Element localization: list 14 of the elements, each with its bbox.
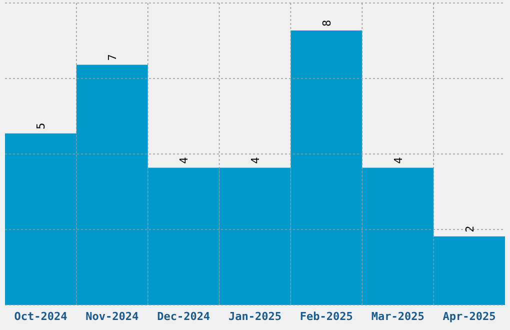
x-tick-label: Mar-2025 <box>371 310 424 323</box>
data-label: 4 <box>178 156 191 164</box>
data-label: 4 <box>249 156 262 164</box>
x-tick-label: Jan-2025 <box>228 310 282 323</box>
data-label: 5 <box>34 122 48 130</box>
data-label: 8 <box>320 20 334 26</box>
data-label: 4 <box>392 156 405 164</box>
x-tick-label: Oct-2024 <box>14 310 68 323</box>
x-tick-label: Nov-2024 <box>86 310 140 323</box>
x-tick-label: Dec-2024 <box>157 310 210 323</box>
x-tick-label: Apr-2025 <box>442 310 496 323</box>
x-tick-label: Feb-2025 <box>300 310 353 323</box>
data-label: 7 <box>106 54 120 61</box>
data-label: 2 <box>463 226 476 232</box>
